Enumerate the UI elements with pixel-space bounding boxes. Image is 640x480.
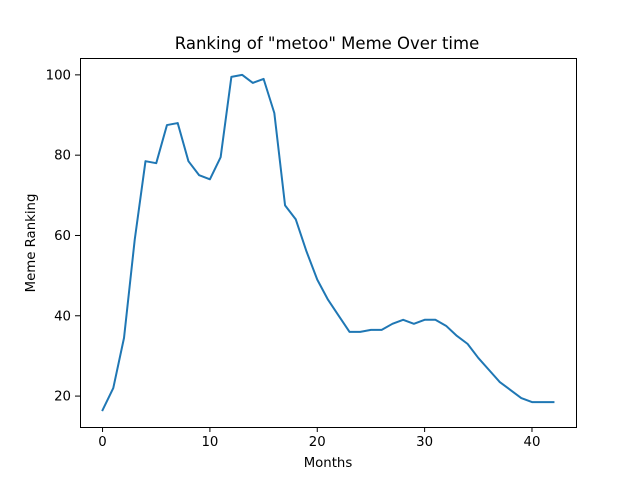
- data-point: [144, 160, 146, 162]
- x-tick-label: 20: [309, 435, 326, 450]
- data-point: [273, 112, 275, 114]
- data-point: [305, 250, 307, 252]
- data-point: [456, 335, 458, 337]
- data-point: [348, 331, 350, 333]
- data-point: [262, 78, 264, 80]
- x-tick-label: 30: [416, 435, 433, 450]
- data-point: [542, 401, 544, 403]
- data-point: [101, 409, 103, 411]
- x-tick-label: 0: [98, 435, 106, 450]
- data-point: [295, 218, 297, 220]
- data-point: [552, 401, 554, 403]
- data-point: [316, 278, 318, 280]
- data-point: [219, 156, 221, 158]
- data-point: [359, 331, 361, 333]
- data-point: [252, 82, 254, 84]
- data-point: [488, 369, 490, 371]
- data-point: [434, 319, 436, 321]
- y-tick-label: 20: [54, 390, 71, 405]
- y-tick-label: 80: [54, 149, 71, 164]
- data-point: [112, 387, 114, 389]
- x-tick-label: 10: [201, 435, 218, 450]
- data-point: [241, 74, 243, 76]
- data-point: [477, 357, 479, 359]
- data-point: [499, 381, 501, 383]
- chart-title: Ranking of "metoo" Meme Over time: [175, 34, 480, 53]
- data-point: [445, 325, 447, 327]
- data-point: [466, 343, 468, 345]
- data-point: [520, 397, 522, 399]
- y-tick-label: 60: [54, 229, 71, 244]
- y-tick-label: 100: [46, 68, 71, 83]
- y-axis-label: Meme Ranking: [24, 194, 39, 293]
- data-point: [531, 401, 533, 403]
- data-point: [423, 319, 425, 321]
- x-axis: 0 10 20 30 40: [98, 427, 540, 450]
- data-point: [155, 162, 157, 164]
- data-point: [391, 323, 393, 325]
- data-point: [380, 329, 382, 331]
- data-point: [230, 76, 232, 78]
- data-point: [166, 124, 168, 126]
- data-point: [509, 389, 511, 391]
- series-layer: [101, 73, 555, 412]
- y-axis: 20 40 60 80 100: [46, 68, 80, 405]
- x-tick-label: 40: [524, 435, 541, 450]
- plot-frame: [80, 58, 577, 428]
- data-point: [370, 329, 372, 331]
- x-axis-label: Months: [304, 456, 353, 471]
- y-tick-label: 40: [54, 309, 71, 324]
- data-point: [187, 160, 189, 162]
- series-line-0: [101, 73, 555, 412]
- data-point: [177, 122, 179, 124]
- data-point: [338, 315, 340, 317]
- data-point: [413, 323, 415, 325]
- data-point: [209, 178, 211, 180]
- data-point: [198, 174, 200, 176]
- data-point: [134, 238, 136, 240]
- data-point: [402, 319, 404, 321]
- data-point: [123, 337, 125, 339]
- data-point: [284, 204, 286, 206]
- data-point: [327, 299, 329, 301]
